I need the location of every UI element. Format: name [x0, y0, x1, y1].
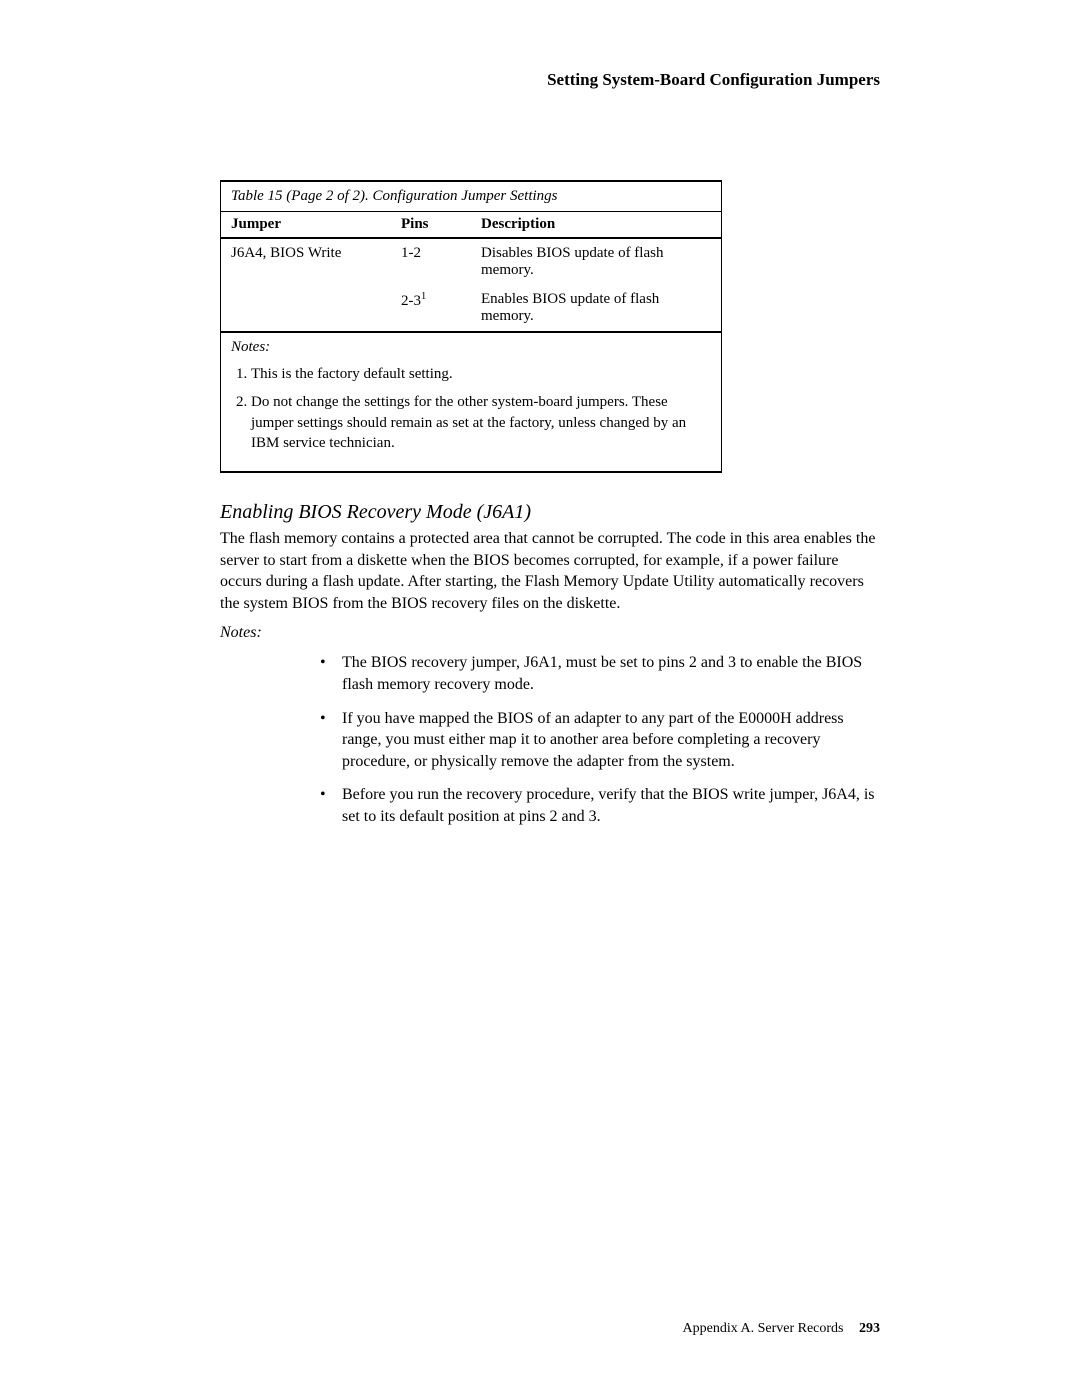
- cell-description: Enables BIOS update of flash memory.: [481, 291, 711, 325]
- bullet-text: If you have mapped the BIOS of an adapte…: [342, 708, 880, 773]
- cell-pins: 1-2: [401, 245, 481, 279]
- section-heading: Enabling BIOS Recovery Mode (J6A1): [220, 501, 880, 524]
- list-item: • Before you run the recovery procedure,…: [320, 784, 880, 827]
- note-item: Do not change the settings for the other…: [251, 392, 711, 453]
- notes-list: This is the factory default setting. Do …: [231, 364, 711, 453]
- notes-title: Notes:: [231, 339, 711, 356]
- config-jumper-table: Table 15 (Page 2 of 2). Configuration Ju…: [220, 180, 722, 473]
- cell-description: Disables BIOS update of flash memory.: [481, 245, 711, 279]
- bullet-icon: •: [320, 652, 342, 695]
- cell-pins: 2-31: [401, 291, 481, 325]
- list-item: • If you have mapped the BIOS of an adap…: [320, 708, 880, 773]
- footer-text: Appendix A. Server Records: [683, 1321, 844, 1336]
- running-head: Setting System-Board Configuration Jumpe…: [220, 70, 880, 90]
- table-notes: Notes: This is the factory default setti…: [221, 333, 721, 471]
- page: Setting System-Board Configuration Jumpe…: [0, 0, 1080, 1397]
- table-row: J6A4, BIOS Write 1-2 Disables BIOS updat…: [221, 239, 721, 285]
- col-header-pins: Pins: [401, 216, 481, 233]
- bullet-icon: •: [320, 708, 342, 773]
- bullet-list: • The BIOS recovery jumper, J6A1, must b…: [320, 652, 880, 827]
- cell-jumper: J6A4, BIOS Write: [231, 245, 401, 279]
- col-header-description: Description: [481, 216, 711, 233]
- table-caption: Table 15 (Page 2 of 2). Configuration Ju…: [221, 182, 721, 211]
- list-item: • The BIOS recovery jumper, J6A1, must b…: [320, 652, 880, 695]
- cell-jumper: [231, 291, 401, 325]
- bullet-icon: •: [320, 784, 342, 827]
- page-number: 293: [859, 1321, 880, 1336]
- notes-label: Notes:: [220, 624, 880, 642]
- col-header-jumper: Jumper: [231, 216, 401, 233]
- page-footer: Appendix A. Server Records 293: [683, 1321, 880, 1337]
- table-body: J6A4, BIOS Write 1-2 Disables BIOS updat…: [221, 239, 721, 333]
- pins-value: 2-3: [401, 293, 421, 309]
- bullet-text: The BIOS recovery jumper, J6A1, must be …: [342, 652, 880, 695]
- table-header-row: Jumper Pins Description: [221, 211, 721, 239]
- body-paragraph: The flash memory contains a protected ar…: [220, 528, 880, 614]
- table-row: 2-31 Enables BIOS update of flash memory…: [221, 285, 721, 333]
- note-item: This is the factory default setting.: [251, 364, 711, 384]
- pins-footnote-ref: 1: [421, 291, 426, 302]
- bullet-text: Before you run the recovery procedure, v…: [342, 784, 880, 827]
